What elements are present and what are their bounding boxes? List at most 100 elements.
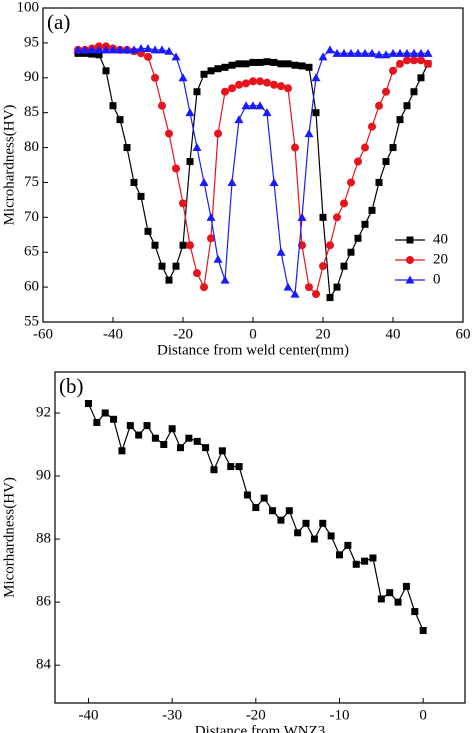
x-tick-label: 40 bbox=[386, 326, 401, 342]
marker bbox=[263, 58, 271, 66]
marker bbox=[381, 50, 391, 59]
marker bbox=[256, 58, 264, 66]
marker bbox=[137, 192, 145, 200]
marker bbox=[410, 56, 418, 65]
marker bbox=[339, 48, 349, 57]
marker bbox=[221, 87, 229, 96]
marker bbox=[382, 158, 390, 166]
marker bbox=[185, 434, 193, 442]
x-tick-label: 60 bbox=[456, 326, 471, 342]
marker bbox=[122, 45, 132, 54]
marker bbox=[242, 60, 250, 68]
marker bbox=[221, 63, 229, 71]
marker bbox=[311, 73, 321, 82]
marker bbox=[193, 437, 201, 445]
marker bbox=[115, 45, 125, 54]
marker bbox=[144, 227, 152, 235]
marker bbox=[178, 73, 188, 82]
y-tick-label: 90 bbox=[24, 69, 39, 85]
marker bbox=[126, 422, 134, 430]
marker bbox=[172, 262, 180, 270]
marker bbox=[335, 551, 343, 559]
marker bbox=[228, 61, 236, 69]
marker bbox=[305, 63, 313, 71]
marker bbox=[235, 463, 243, 471]
marker bbox=[199, 177, 209, 186]
y-tick-label: 60 bbox=[24, 279, 39, 295]
series-line bbox=[78, 47, 428, 296]
marker bbox=[347, 248, 355, 256]
marker bbox=[305, 283, 313, 292]
x-tick-label: 20 bbox=[316, 326, 331, 342]
marker bbox=[291, 61, 299, 69]
marker bbox=[269, 177, 279, 186]
marker bbox=[352, 560, 360, 568]
marker bbox=[102, 67, 110, 75]
marker bbox=[235, 80, 243, 89]
marker bbox=[354, 234, 362, 242]
x-tick-label: -40 bbox=[103, 326, 123, 342]
marker bbox=[394, 598, 402, 606]
marker bbox=[327, 532, 335, 540]
marker bbox=[402, 48, 412, 57]
marker bbox=[151, 241, 159, 249]
marker bbox=[164, 46, 174, 55]
panel-label: (b) bbox=[59, 374, 84, 398]
marker bbox=[263, 78, 271, 87]
marker bbox=[346, 48, 356, 57]
marker bbox=[101, 409, 109, 417]
marker bbox=[283, 282, 293, 291]
marker bbox=[361, 220, 369, 228]
marker bbox=[150, 45, 160, 54]
marker bbox=[284, 60, 292, 68]
panel-label: (a) bbox=[47, 10, 70, 34]
marker bbox=[353, 48, 363, 57]
marker bbox=[294, 529, 302, 537]
marker bbox=[262, 108, 272, 117]
marker bbox=[256, 77, 264, 86]
marker bbox=[360, 48, 370, 57]
marker bbox=[129, 45, 139, 54]
marker bbox=[143, 422, 151, 430]
marker bbox=[227, 177, 237, 186]
marker bbox=[361, 557, 369, 565]
marker bbox=[227, 463, 235, 471]
marker bbox=[368, 122, 376, 131]
marker bbox=[284, 84, 292, 93]
marker bbox=[186, 241, 194, 250]
marker bbox=[270, 58, 278, 66]
marker bbox=[210, 466, 218, 474]
marker bbox=[347, 178, 355, 187]
marker bbox=[423, 48, 433, 57]
marker bbox=[310, 535, 318, 543]
y-tick-label: 65 bbox=[24, 244, 39, 260]
marker bbox=[332, 48, 342, 57]
marker bbox=[319, 213, 327, 221]
marker bbox=[361, 143, 369, 152]
marker bbox=[417, 74, 425, 82]
marker bbox=[193, 88, 201, 96]
marker bbox=[157, 45, 167, 54]
marker bbox=[214, 129, 222, 138]
marker bbox=[179, 199, 187, 208]
y-tick-label: 55 bbox=[24, 313, 39, 329]
marker bbox=[200, 283, 208, 292]
marker bbox=[396, 59, 404, 68]
y-tick-label: 88 bbox=[36, 531, 51, 547]
series-line bbox=[78, 52, 429, 300]
marker bbox=[241, 101, 251, 110]
marker bbox=[270, 80, 278, 89]
marker bbox=[214, 65, 222, 73]
marker bbox=[171, 52, 181, 61]
marker bbox=[218, 447, 226, 455]
marker bbox=[396, 116, 404, 124]
marker bbox=[243, 491, 251, 499]
marker bbox=[177, 444, 185, 452]
marker bbox=[248, 101, 258, 110]
marker bbox=[374, 50, 384, 59]
marker bbox=[377, 595, 385, 603]
marker bbox=[116, 116, 124, 124]
marker bbox=[368, 206, 376, 214]
marker bbox=[333, 213, 341, 222]
